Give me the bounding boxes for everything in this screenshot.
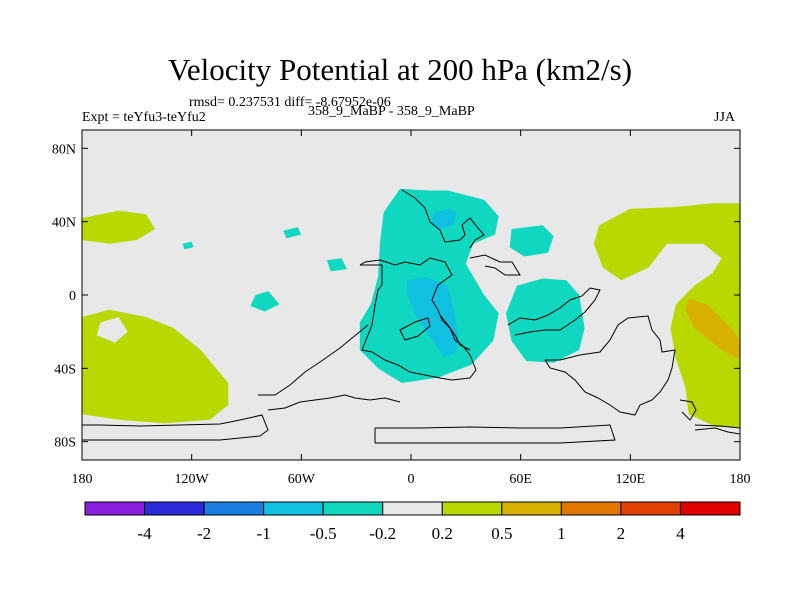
colorbar-label: 0.5 [491, 524, 512, 543]
colorbar-swatch [203, 501, 265, 516]
contour-region-13 [96, 317, 128, 343]
colorbar-swatch [620, 501, 681, 516]
experiment-label: Expt = teYfu3-teYfu2 [82, 110, 206, 125]
y-tick-label: 40S [54, 362, 76, 377]
contour-region-8 [182, 241, 194, 250]
stats-text: rmsd= 0.237531 diff= -8.67952e-06 [189, 95, 391, 110]
coastline-south-america-tip [267, 394, 401, 411]
contour-region-4 [509, 225, 554, 257]
contour-region-7 [326, 258, 347, 272]
chart-title: Velocity Potential at 200 hPa (km2/s) [167, 52, 633, 87]
coastline-europe [401, 189, 485, 249]
coastline-antarctica [82, 414, 269, 441]
colorbar-label: 0.2 [432, 524, 453, 543]
coastline-pacific-islands [694, 427, 740, 435]
colorbar: -4 -2 -1 -0.5 -0.2 0.2 0.5 1 2 4 [84, 501, 741, 543]
colorbar-swatch [501, 501, 562, 516]
colorbar-swatch [263, 501, 324, 516]
contour-region-9 [283, 227, 302, 239]
colorbar-swatch [679, 501, 741, 516]
colorbar-label: -2 [197, 524, 211, 543]
y-tick-label: 0 [69, 289, 76, 304]
contour-region-6 [250, 291, 280, 312]
contour-region-11 [407, 276, 459, 358]
colorbar-swatch [560, 501, 622, 516]
colorbar-swatch [441, 501, 503, 516]
runs-label: 358_9_MaBP - 358_9_MaBP [308, 104, 475, 119]
colorbar-swatch [84, 501, 146, 516]
colorbar-swatch [382, 501, 443, 516]
coastline-africa [359, 257, 477, 381]
colorbar-label: 2 [617, 524, 626, 543]
coastline-red-sea [439, 314, 471, 351]
x-tick-label: 180 [72, 472, 93, 487]
colorbar-swatch [144, 501, 205, 516]
coastline-india [507, 287, 601, 336]
season-label: JJA [714, 110, 736, 125]
contour-region-1 [82, 210, 156, 244]
x-tick-label: 120E [616, 472, 646, 487]
coastline-south-america [258, 324, 369, 396]
colorbar-swatch [322, 501, 384, 516]
contour-regions [82, 188, 740, 427]
contour-region-5 [506, 278, 585, 363]
coastline-australia [544, 315, 676, 416]
x-tick-label: 180 [730, 472, 751, 487]
colorbar-label: 4 [676, 524, 685, 543]
colorbar-label: -4 [137, 524, 152, 543]
colorbar-label: -0.2 [369, 524, 396, 543]
x-tick-label: 120W [175, 472, 210, 487]
contour-region-12 [685, 298, 740, 360]
colorbar-label: -0.5 [310, 524, 337, 543]
y-tick-label: 40N [52, 216, 76, 231]
coastline-arabia [469, 254, 521, 276]
x-tick-label: 0 [408, 472, 415, 487]
y-tick-label: 80S [54, 436, 76, 451]
contour-region-10 [431, 208, 457, 229]
axis-ticks: 180 120W 60W 0 60E 120E 180 80N 40N 0 40S 80S [52, 130, 751, 487]
colorbar-label: -1 [257, 524, 271, 543]
coastlines [82, 189, 740, 444]
colorbar-label: 1 [557, 524, 566, 543]
x-tick-label: 60E [509, 472, 532, 487]
x-tick-label: 60W [288, 472, 316, 487]
contour-region-2 [593, 203, 740, 427]
coastline-antarctica-east [374, 424, 616, 444]
coastline-nz [679, 399, 697, 421]
y-tick-label: 80N [52, 142, 76, 157]
coastline-madagascar [399, 317, 431, 341]
coastline-antarctica-pacific [694, 424, 740, 429]
